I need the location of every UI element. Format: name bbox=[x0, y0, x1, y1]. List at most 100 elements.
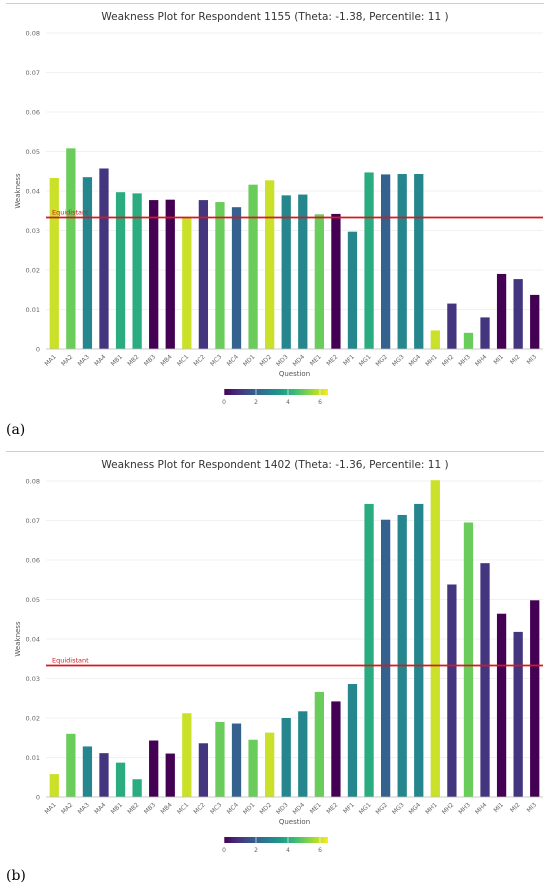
x-tick-label: MI2 bbox=[509, 801, 522, 814]
x-tick-label: MG2 bbox=[374, 353, 389, 368]
y-tick-label: 0.01 bbox=[26, 754, 40, 762]
colorbar-tick-label: 6 bbox=[318, 847, 322, 854]
bar bbox=[347, 231, 358, 349]
bar bbox=[99, 168, 109, 349]
bar bbox=[364, 172, 374, 349]
x-tick-label: MD3 bbox=[275, 801, 290, 816]
bar bbox=[215, 721, 225, 797]
bar bbox=[248, 739, 258, 797]
bar bbox=[530, 294, 540, 349]
weakness-chart-a: Weakness Plot for Respondent 1155 (Theta… bbox=[14, 11, 543, 406]
x-tick-label: MD3 bbox=[275, 353, 290, 368]
bar bbox=[447, 303, 457, 349]
x-tick-label: MG4 bbox=[408, 801, 423, 816]
top-divider bbox=[6, 451, 544, 452]
bar bbox=[513, 279, 523, 349]
x-tick-label: MD4 bbox=[292, 801, 307, 816]
chart-title: Weakness Plot for Respondent 1155 (Theta… bbox=[101, 11, 448, 23]
y-tick-label: 0.02 bbox=[26, 715, 40, 723]
bar bbox=[463, 522, 474, 797]
chart-panel-b: Weakness Plot for Respondent 1402 (Theta… bbox=[0, 448, 550, 868]
x-tick-label: MB2 bbox=[126, 353, 140, 367]
top-divider bbox=[6, 3, 544, 4]
x-tick-label: MI3 bbox=[526, 801, 539, 814]
bar bbox=[231, 207, 242, 349]
bar bbox=[215, 202, 225, 349]
x-tick-label: MG2 bbox=[374, 801, 389, 816]
bar bbox=[182, 713, 192, 797]
y-axis-title: Weakness bbox=[14, 621, 22, 657]
bar bbox=[430, 330, 440, 349]
weakness-chart-b: Weakness Plot for Respondent 1402 (Theta… bbox=[14, 459, 543, 854]
x-tick-label: MA2 bbox=[60, 801, 74, 815]
bar bbox=[414, 174, 424, 349]
x-tick-label: MC4 bbox=[226, 353, 240, 367]
x-tick-label: MC2 bbox=[193, 801, 207, 815]
bar bbox=[132, 779, 142, 797]
bar bbox=[380, 174, 391, 349]
bar bbox=[298, 711, 308, 797]
bar bbox=[380, 519, 391, 797]
x-tick-label: MH1 bbox=[424, 353, 439, 368]
x-tick-label: MB2 bbox=[126, 801, 140, 815]
panel-label-b: (b) bbox=[6, 868, 26, 884]
x-tick-label: MB1 bbox=[110, 801, 124, 815]
x-axis-title: Question bbox=[279, 818, 310, 826]
x-tick-label: MA4 bbox=[93, 353, 107, 367]
colorbar-tick-label: 2 bbox=[254, 399, 258, 406]
y-tick-label: 0.03 bbox=[26, 227, 40, 235]
y-tick-label: 0.03 bbox=[26, 675, 40, 683]
bar bbox=[231, 723, 242, 797]
bar bbox=[149, 740, 159, 797]
x-tick-label: MB1 bbox=[110, 353, 124, 367]
equidistant-label: Equidistant bbox=[52, 208, 89, 216]
bar bbox=[265, 732, 275, 797]
x-tick-label: MI3 bbox=[526, 353, 539, 366]
x-tick-label: MG1 bbox=[358, 353, 373, 368]
x-tick-label: MG3 bbox=[391, 801, 406, 816]
bar bbox=[198, 200, 209, 349]
x-tick-label: MB3 bbox=[143, 353, 157, 367]
x-tick-label: MA1 bbox=[43, 801, 57, 815]
x-tick-label: MF1 bbox=[342, 801, 356, 815]
bar bbox=[447, 584, 457, 797]
x-tick-label: MH2 bbox=[441, 801, 456, 816]
x-tick-label: ME2 bbox=[325, 353, 339, 367]
bar bbox=[265, 180, 275, 349]
bar bbox=[248, 184, 258, 349]
colorbar bbox=[224, 837, 328, 843]
x-tick-label: MA3 bbox=[77, 353, 91, 367]
bar bbox=[430, 480, 440, 797]
x-tick-label: MA2 bbox=[60, 353, 74, 367]
bar bbox=[496, 273, 507, 349]
x-tick-label: MC1 bbox=[176, 801, 190, 815]
x-tick-label: MC3 bbox=[209, 353, 223, 367]
bar bbox=[115, 192, 126, 349]
y-tick-label: 0.08 bbox=[26, 30, 40, 38]
bar bbox=[530, 600, 540, 797]
x-tick-label: MI1 bbox=[492, 801, 505, 814]
x-tick-label: MH3 bbox=[457, 801, 472, 816]
bar bbox=[314, 691, 324, 797]
bar bbox=[364, 503, 374, 797]
bar bbox=[331, 213, 341, 349]
x-tick-label: MF1 bbox=[342, 353, 356, 367]
bar bbox=[115, 762, 126, 797]
bar bbox=[82, 746, 93, 797]
y-tick-label: 0.06 bbox=[26, 109, 40, 117]
bar bbox=[480, 317, 490, 349]
x-tick-label: MH2 bbox=[441, 353, 456, 368]
bar bbox=[480, 563, 490, 797]
y-tick-label: 0.04 bbox=[26, 636, 40, 644]
y-tick-label: 0.05 bbox=[26, 596, 40, 604]
colorbar-tick-label: 6 bbox=[318, 399, 322, 406]
y-axis-title: Weakness bbox=[14, 173, 22, 209]
y-tick-label: 0 bbox=[36, 794, 40, 802]
bar bbox=[414, 503, 424, 797]
x-tick-label: MC3 bbox=[209, 801, 223, 815]
bar bbox=[198, 743, 209, 797]
x-tick-label: MG3 bbox=[391, 353, 406, 368]
bar bbox=[49, 177, 59, 349]
x-tick-label: MB3 bbox=[143, 801, 157, 815]
y-tick-label: 0.01 bbox=[26, 306, 40, 314]
